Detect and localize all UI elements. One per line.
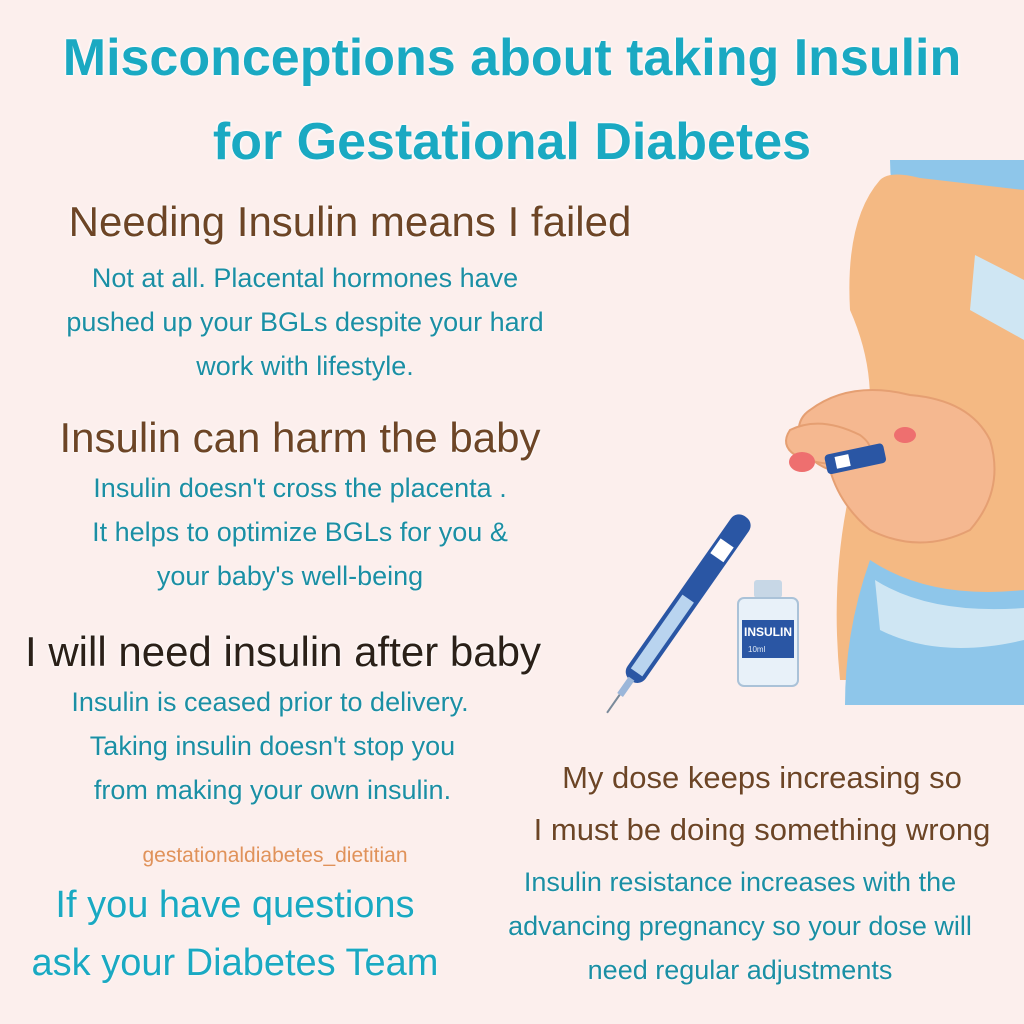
- insulin-injection-illustration: INSULIN 10ml: [606, 160, 1024, 714]
- myth-4-line-1: Insulin resistance increases with the: [523, 867, 957, 897]
- insulin-pen: [606, 514, 751, 714]
- thumb-nail: [789, 452, 815, 472]
- cta-line-1: If you have questions: [55, 884, 415, 926]
- finger-nail: [894, 427, 916, 443]
- myth-4-heading-line-1: My dose keeps increasing so: [562, 760, 962, 795]
- page-title-line-1: Misconceptions about taking Insulin: [62, 29, 962, 87]
- myth-3-heading: I will need insulin after baby: [25, 628, 541, 675]
- myth-3-line-2: Taking insulin doesn't stop you: [89, 731, 456, 761]
- insulin-vial: INSULIN 10ml: [737, 580, 799, 687]
- myth-3-line-1: Insulin is ceased prior to delivery.: [71, 687, 469, 717]
- instagram-handle: gestationaldiabetes_dietitian: [142, 844, 408, 867]
- myth-1-line-2: pushed up your BGLs despite your hard: [66, 307, 544, 337]
- myth-2-line-3: your baby's well-being: [156, 561, 424, 591]
- myth-4-line-2: advancing pregnancy so your dose will: [508, 911, 972, 941]
- vial-volume: 10ml: [748, 645, 766, 654]
- pen-in-hand: [824, 443, 887, 475]
- belly-band: [970, 255, 1024, 340]
- myth-1-line-3: work with lifestyle.: [196, 351, 414, 381]
- myth-2-line-1: Insulin doesn't cross the placenta .: [93, 473, 507, 503]
- page-title-line-2: for Gestational Diabetes: [212, 113, 812, 171]
- myth-1-line-1: Not at all. Placental hormones have: [91, 263, 519, 293]
- myth-4-heading-line-2: I must be doing something wrong: [533, 812, 991, 847]
- myth-4-line-3: need regular adjustments: [587, 955, 893, 985]
- myth-2-line-2: It helps to optimize BGLs for you &: [92, 517, 508, 547]
- vial-label: INSULIN: [744, 625, 792, 639]
- myth-3-line-3: from making your own insulin.: [93, 775, 452, 805]
- myth-1-heading: Needing Insulin means I failed: [68, 198, 632, 245]
- cta-line-2: ask your Diabetes Team: [31, 942, 439, 984]
- pants-light: [875, 580, 1024, 648]
- myth-2-heading: Insulin can harm the baby: [59, 414, 541, 461]
